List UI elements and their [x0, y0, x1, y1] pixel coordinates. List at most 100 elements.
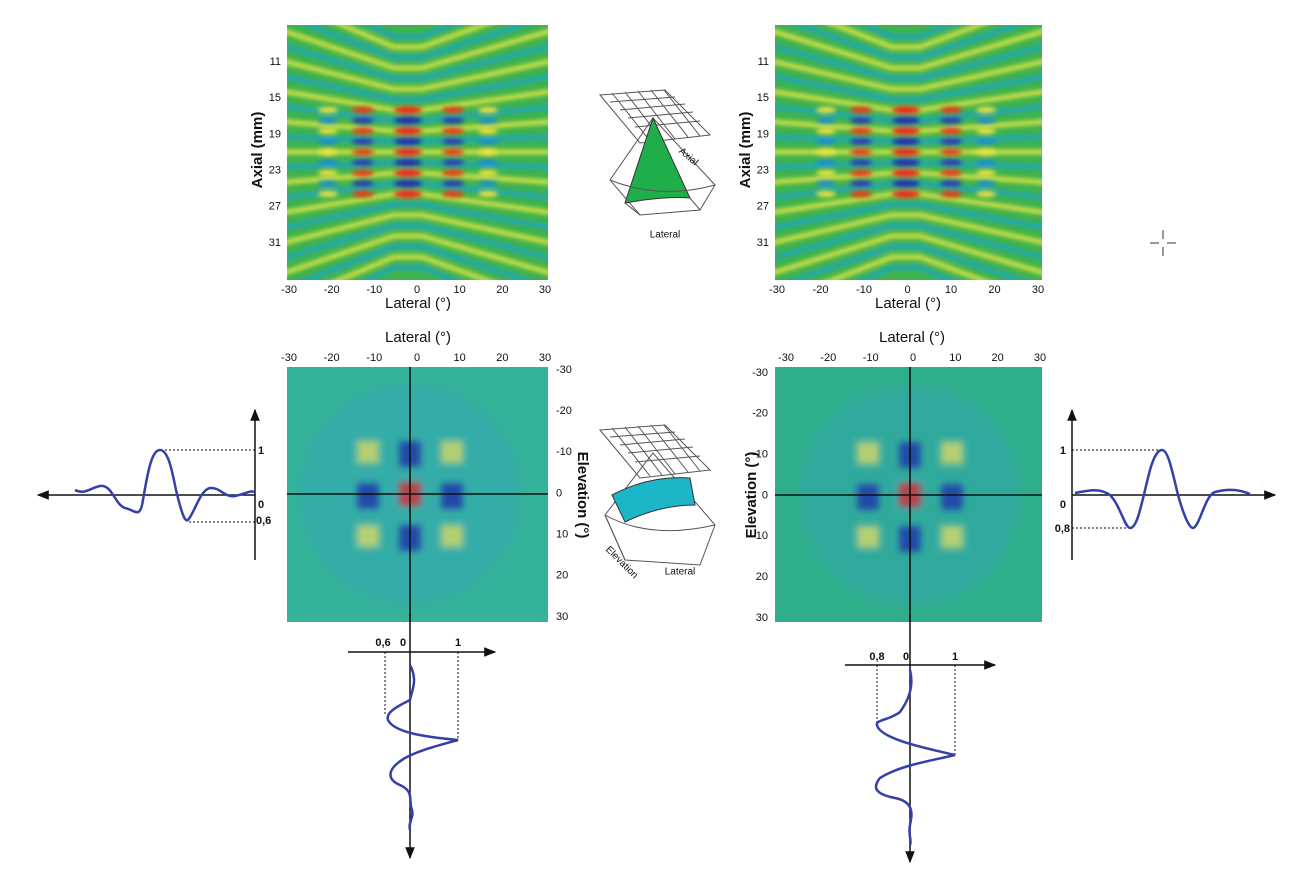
- fringe: [775, 212, 1042, 245]
- fringe: [828, 25, 987, 50]
- fringe: [775, 44, 1042, 81]
- y-tick-label: 30: [556, 611, 568, 623]
- probe-diagram: [598, 424, 716, 566]
- y-tick-label: 19: [269, 128, 281, 140]
- heatmap: [287, 367, 548, 622]
- x-tick-label: 30: [1034, 352, 1046, 364]
- x-tick-label: -20: [324, 284, 340, 296]
- diagram-label: Elevation: [603, 544, 640, 581]
- blob: [352, 106, 374, 114]
- y-tick-label: -10: [556, 446, 572, 458]
- blob: [892, 127, 920, 135]
- fringe: [858, 25, 955, 39]
- y-tick-label: 10: [756, 530, 768, 542]
- blob: [352, 190, 374, 198]
- y-tick-label: 27: [757, 201, 769, 213]
- y-tick-label: 23: [269, 165, 281, 177]
- blob: [442, 159, 464, 166]
- x-tick-label: 10: [454, 352, 466, 364]
- blob: [940, 127, 962, 135]
- x-axis-label: Lateral (°): [385, 329, 451, 346]
- blob: [394, 116, 422, 125]
- blob: [940, 138, 962, 145]
- y-tick-label: -20: [556, 405, 572, 417]
- center-axes: [775, 367, 1042, 622]
- blob: [318, 180, 338, 187]
- blob: [442, 127, 464, 135]
- blob: [816, 149, 836, 155]
- x-tick-label: -10: [856, 284, 872, 296]
- diagram-label: Lateral: [665, 567, 696, 578]
- blob: [816, 117, 836, 124]
- y-tick-label: 27: [269, 201, 281, 213]
- blobs: [816, 106, 996, 198]
- y-axis-label: Elevation (°): [743, 452, 760, 539]
- y-tick-label: 10: [556, 529, 568, 541]
- blob: [940, 117, 962, 124]
- blob: [394, 137, 422, 146]
- blob: [850, 138, 872, 145]
- y-tick-label: 0: [762, 489, 768, 501]
- blob: [892, 158, 920, 167]
- fringe: [298, 244, 534, 280]
- y-tick-label: 11: [270, 56, 281, 68]
- blob: [442, 117, 464, 124]
- blob: [976, 107, 996, 113]
- blob: [478, 149, 498, 155]
- blob: [352, 159, 374, 166]
- blob: [850, 159, 872, 166]
- blob: [352, 169, 374, 177]
- fringe: [775, 74, 1042, 102]
- x-tick-label: 10: [949, 352, 961, 364]
- fringe: [775, 233, 1042, 275]
- crosshair: [1150, 230, 1176, 256]
- fringe: [287, 59, 548, 92]
- blob: [442, 180, 464, 187]
- blob: [318, 159, 338, 166]
- blob: [850, 106, 872, 114]
- x-tick-label: 20: [496, 352, 508, 364]
- fringe: [775, 59, 1042, 92]
- blob: [976, 128, 996, 134]
- center-axes: [287, 367, 548, 622]
- profile-label: 1: [952, 651, 958, 663]
- profile-label: 0: [258, 499, 264, 511]
- x-tick-label: -10: [863, 352, 879, 364]
- fringe: [775, 223, 1042, 260]
- blob: [318, 128, 338, 134]
- fringe: [287, 44, 548, 81]
- x-tick-label: 30: [539, 352, 551, 364]
- blob: [816, 180, 836, 187]
- profile-label: 0,8: [869, 651, 884, 663]
- blob: [816, 170, 836, 176]
- x-tick-label: 30: [1032, 284, 1044, 296]
- x-tick-label: 20: [496, 284, 508, 296]
- y-tick-label: 30: [756, 612, 768, 624]
- blob: [816, 159, 836, 166]
- y-tick-label: 31: [757, 237, 769, 249]
- y-tick-label: -20: [752, 408, 768, 420]
- blob: [478, 159, 498, 166]
- fringe: [287, 29, 548, 71]
- blob: [940, 148, 962, 156]
- blob: [352, 148, 374, 156]
- blob: [478, 170, 498, 176]
- x-tick-label: -30: [778, 352, 794, 364]
- blob: [318, 117, 338, 124]
- blob: [940, 169, 962, 177]
- y-tick-label: 11: [758, 56, 769, 68]
- profile-label: 0,6: [375, 637, 390, 649]
- profile-label: 0: [1060, 499, 1066, 511]
- x-axis-label: Lateral (°): [879, 329, 945, 346]
- y-tick-label: 31: [269, 237, 281, 249]
- y-tick-label: 15: [269, 92, 281, 104]
- x-tick-label: 0: [910, 352, 916, 364]
- x-tick-label: 10: [945, 284, 957, 296]
- y-tick-label: -10: [752, 449, 768, 461]
- blob: [850, 169, 872, 177]
- blob: [352, 127, 374, 135]
- blob: [940, 159, 962, 166]
- blob: [976, 138, 996, 145]
- y-tick-label: -30: [752, 367, 768, 379]
- y-tick-label: 19: [757, 128, 769, 140]
